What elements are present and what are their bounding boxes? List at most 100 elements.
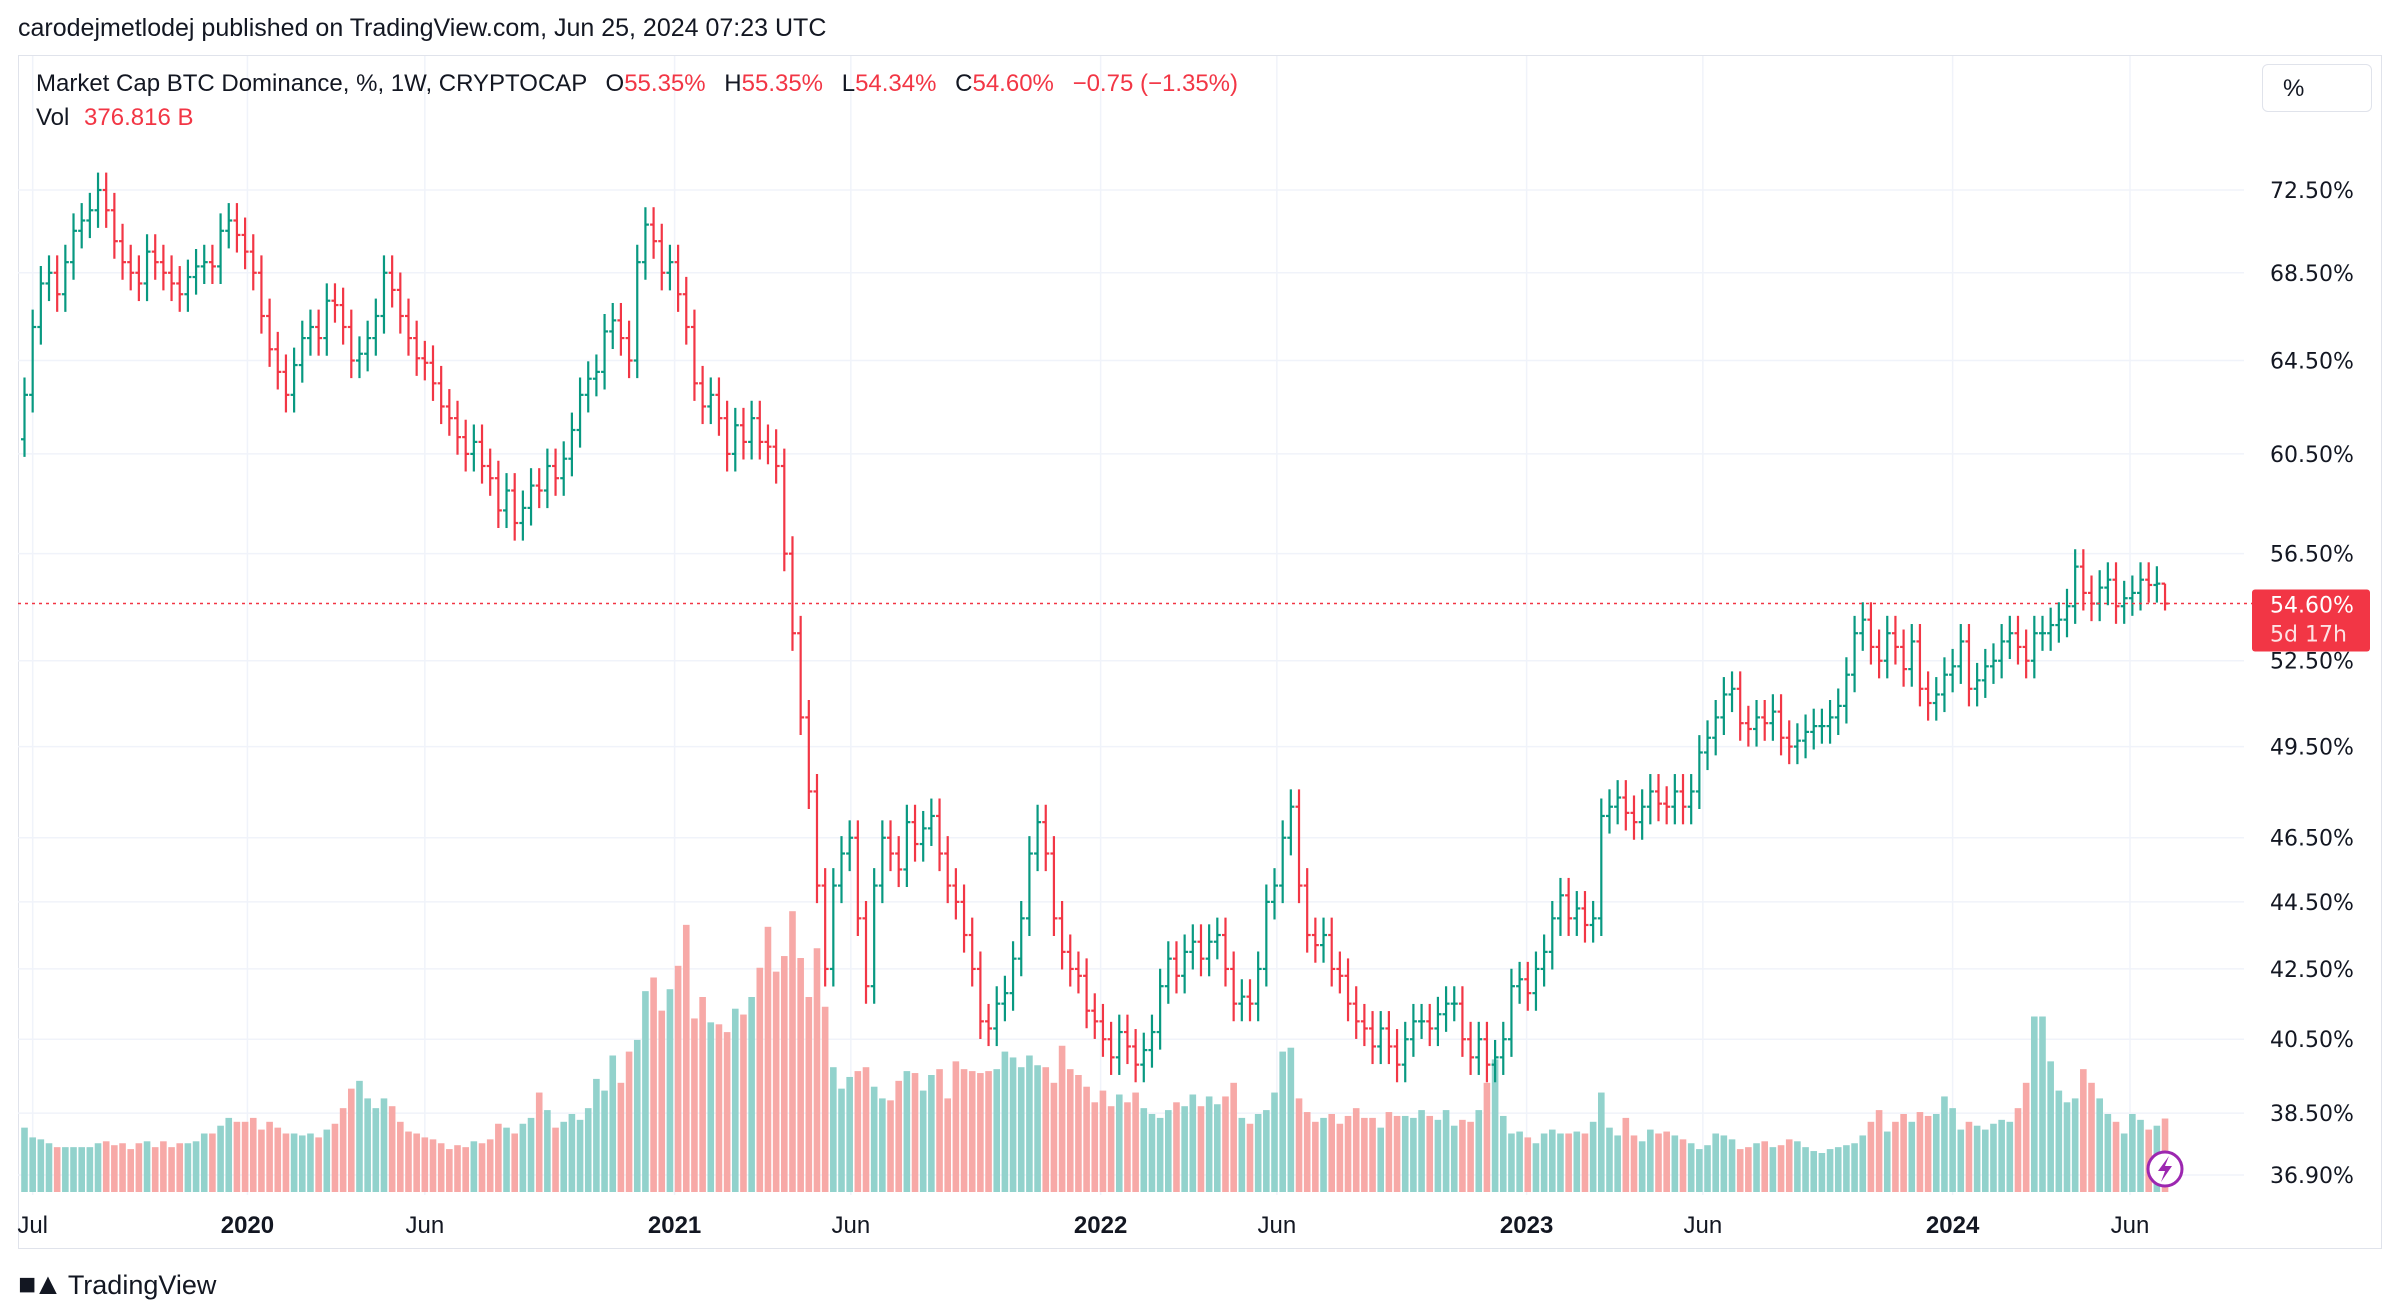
ohlc-bar — [1524, 961, 1532, 1011]
ohlc-bar — [1565, 877, 1573, 936]
volume-bar — [127, 1149, 135, 1192]
ohlc-bar — [94, 172, 102, 228]
ohlc-bar — [70, 213, 78, 280]
volume-bar — [601, 1090, 608, 1192]
volume-bar — [1712, 1133, 1719, 1192]
volume-bar — [119, 1143, 126, 1192]
ohlc-bar — [1614, 780, 1622, 825]
ohlc-bar — [1099, 1003, 1107, 1057]
volume-bar — [1655, 1133, 1662, 1192]
current-price-value: 54.60% — [2270, 594, 2354, 619]
y-tick-label: 60.50% — [2270, 443, 2354, 468]
symbol-description[interactable]: Market Cap BTC Dominance, %, 1W, CRYPTOC… — [36, 70, 587, 97]
ohlc-bar — [1736, 671, 1744, 741]
x-tick-label: Jul — [17, 1212, 48, 1239]
volume-bar — [870, 1086, 878, 1192]
volume-bar — [1197, 1106, 1205, 1192]
ohlc-bar — [976, 951, 984, 1039]
volume-bar — [707, 1022, 715, 1192]
open-value: 55.35% — [624, 70, 706, 97]
ohlc-bar — [1140, 1032, 1148, 1083]
volume-bar — [1344, 1115, 1352, 1192]
volume-bar — [633, 1039, 641, 1192]
ohlc-bar — [1246, 979, 1254, 1022]
volume-bar — [1066, 1069, 1074, 1192]
ohlc-bar — [1009, 941, 1017, 1011]
y-tick-label: 40.50% — [2270, 1028, 2354, 1053]
volume-bar — [282, 1133, 290, 1192]
ohlc-bar — [53, 255, 61, 312]
ohlc-bar — [135, 255, 143, 302]
volume-bar — [2104, 1114, 2112, 1192]
ohlc-bar — [1573, 891, 1581, 936]
y-tick-label: 38.50% — [2270, 1102, 2354, 1127]
ohlc-bar — [339, 287, 347, 345]
time-axis: Jul 2020 Jun 2021 Jun 2022 Jun 2023 Jun 2024 Jun — [17, 1212, 2149, 1239]
ohlc-bar — [1115, 1014, 1123, 1075]
volume-bar — [1908, 1121, 1916, 1192]
volume-bar — [486, 1139, 494, 1192]
volume-bar — [1540, 1133, 1548, 1192]
volume-bar — [1352, 1108, 1360, 1192]
volume-bar — [1916, 1112, 1924, 1192]
ohlc-bar — [1818, 708, 1826, 744]
ohlc-bar — [788, 536, 796, 651]
percent-scale-button[interactable]: % — [2262, 64, 2372, 112]
volume-bar — [568, 1114, 576, 1192]
ohlc-bar — [1311, 917, 1319, 963]
volume-bar — [666, 989, 674, 1192]
ohlc-bar — [1581, 891, 1589, 943]
ohlc-bar — [478, 424, 486, 484]
volume-bar — [658, 1010, 666, 1192]
volume-bar — [1892, 1121, 1899, 1192]
volume-bar — [1426, 1115, 1434, 1192]
volume-bar — [1124, 1102, 1131, 1192]
ohlc-bar — [192, 249, 200, 295]
ohlc-bar — [968, 917, 976, 987]
ohlc-bar — [1083, 958, 1091, 1029]
close-label: C — [955, 70, 973, 97]
volume-bar — [919, 1090, 927, 1192]
volume-bar — [748, 997, 755, 1192]
ohlc-bar — [617, 302, 625, 356]
volume-bar — [560, 1121, 568, 1192]
ohlc-bar — [560, 441, 568, 496]
y-tick-label: 56.50% — [2270, 543, 2354, 568]
ohlc-bar — [454, 400, 462, 455]
volume-bar — [1924, 1115, 1932, 1192]
x-tick-label: Jun — [831, 1212, 870, 1239]
volume-bar — [1606, 1127, 1613, 1192]
volume-bar — [356, 1080, 363, 1192]
ohlc-bar — [829, 868, 837, 987]
ohlc-bar — [470, 424, 478, 472]
current-price-label: 54.60% 5d 17h — [2252, 589, 2370, 652]
published-caption: carodejmetlodej published on TradingView… — [18, 14, 827, 42]
volume-bar — [495, 1123, 502, 1192]
volume-bar — [1475, 1110, 1483, 1192]
ohlc-bar — [1499, 1021, 1507, 1075]
volume-bar — [323, 1129, 331, 1192]
ohlc-bar — [445, 389, 453, 436]
volume-bar — [1434, 1119, 1442, 1192]
volume-bar — [2014, 1108, 2022, 1192]
ohlc-bar — [985, 1003, 993, 1047]
ohlc-bar — [347, 309, 355, 379]
ohlc-bar — [1091, 993, 1099, 1039]
volume-bar — [576, 1119, 584, 1192]
y-tick-label: 72.50% — [2270, 179, 2354, 204]
volume-bar — [405, 1131, 412, 1192]
volume-bar — [993, 1069, 1001, 1192]
ohlc-bar — [1271, 868, 1279, 920]
volume-bar — [397, 1121, 404, 1192]
ohlc-bar — [1344, 958, 1352, 1022]
ohlc-bar — [372, 298, 380, 356]
ohlc-bar — [927, 798, 935, 846]
ohlc-bar — [1385, 1011, 1393, 1065]
lightning-icon[interactable] — [2146, 1150, 2184, 1188]
ohlc-bar — [682, 276, 690, 345]
volume-bar — [846, 1076, 853, 1192]
volume-bar — [1369, 1117, 1376, 1192]
ohlc-bar — [429, 345, 437, 401]
volume-bar — [454, 1145, 461, 1192]
